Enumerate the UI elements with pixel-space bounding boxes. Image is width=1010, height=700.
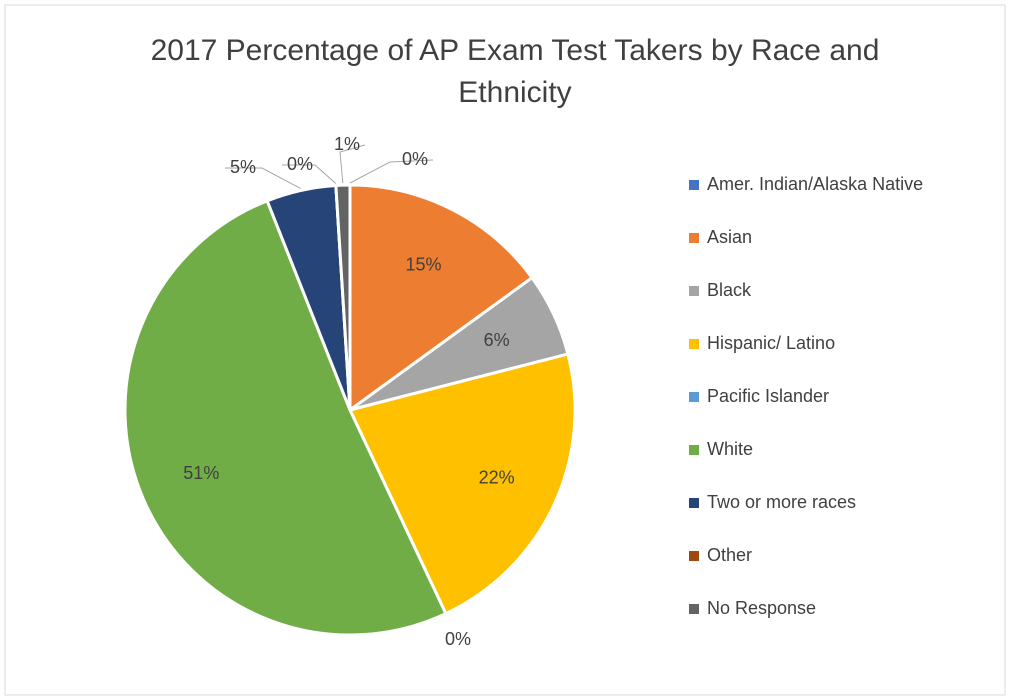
legend-swatch <box>689 286 699 296</box>
data-label: 1% <box>334 134 360 154</box>
data-label: 0% <box>445 629 471 649</box>
leader-line <box>282 164 337 184</box>
legend-swatch <box>689 339 699 349</box>
legend-swatch <box>689 445 699 455</box>
leader-line <box>225 167 301 189</box>
legend-swatch <box>689 180 699 190</box>
data-label: 6% <box>484 330 510 350</box>
legend-label: Other <box>707 545 752 565</box>
legend-swatch <box>689 233 699 243</box>
data-label: 22% <box>479 468 515 488</box>
legend-label: Hispanic/ Latino <box>707 333 835 353</box>
pie-slice <box>348 183 535 413</box>
leader-line <box>349 159 434 184</box>
pie-slice <box>334 183 352 411</box>
leader-line <box>339 144 366 184</box>
chart-title: 2017 Percentage of AP Exam Test Takers b… <box>150 34 880 109</box>
data-label: 51% <box>183 463 219 483</box>
legend-label: Black <box>707 280 752 300</box>
legend-swatch <box>689 551 699 561</box>
legend-label: Pacific Islander <box>707 386 829 406</box>
legend-label: Asian <box>707 227 752 247</box>
pie-slice <box>347 352 577 616</box>
pie-slice <box>123 198 448 637</box>
legend-label: White <box>707 439 753 459</box>
legend-swatch <box>689 392 699 402</box>
legend-label: No Response <box>707 598 816 618</box>
data-label: 0% <box>402 149 428 169</box>
data-label: 5% <box>230 157 256 177</box>
data-label: 15% <box>406 254 442 274</box>
legend-label: Amer. Indian/Alaska Native <box>707 174 923 194</box>
legend-swatch <box>689 498 699 508</box>
legend-label: Two or more races <box>707 492 856 512</box>
data-label: 0% <box>287 154 313 174</box>
legend-swatch <box>689 604 699 614</box>
